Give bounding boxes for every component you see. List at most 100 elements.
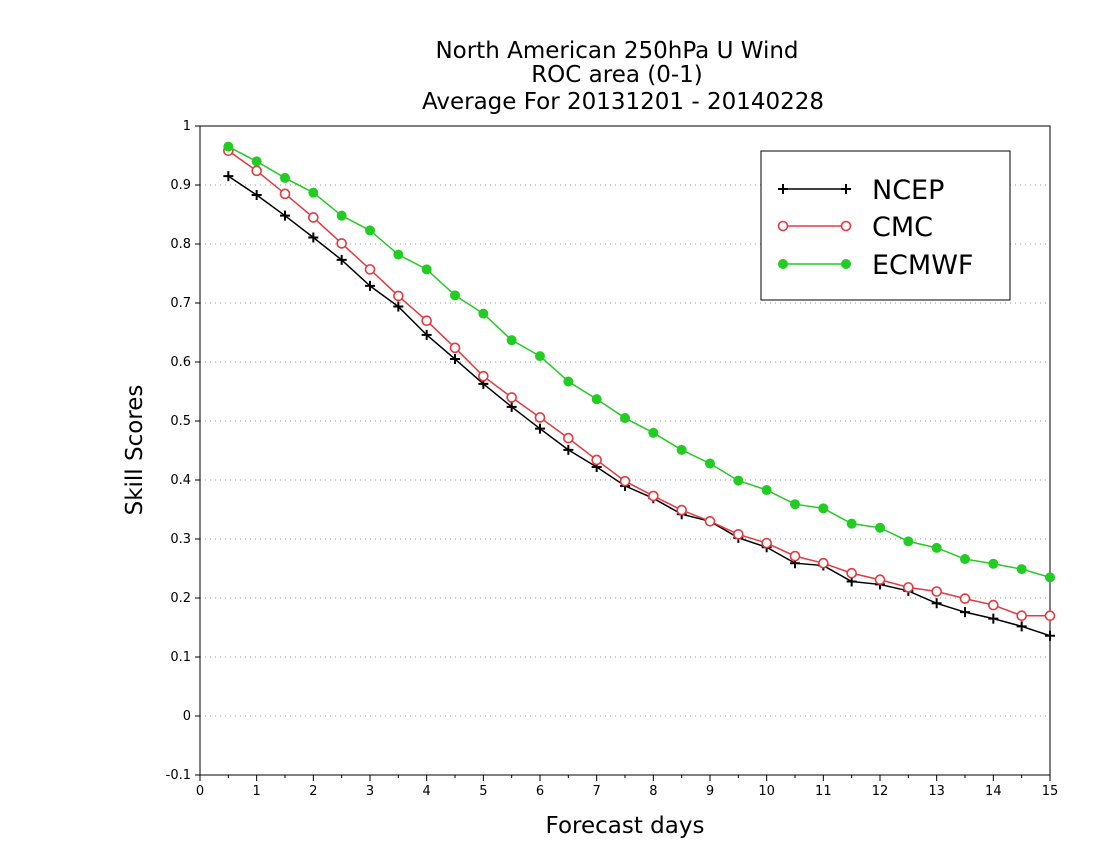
x-tick-label: 9 bbox=[706, 784, 714, 799]
series-cmc bbox=[223, 145, 1056, 622]
data-point-ncep bbox=[393, 301, 404, 312]
legend-marker bbox=[777, 220, 789, 232]
data-point-ncep bbox=[365, 280, 375, 291]
data-point-cmc bbox=[478, 370, 489, 382]
data-point-cmc bbox=[251, 165, 262, 177]
y-tick-label: 0.7 bbox=[170, 296, 191, 311]
data-point-ncep bbox=[535, 423, 545, 434]
data-point-cmc bbox=[1016, 610, 1027, 622]
y-tick-label: 0.2 bbox=[170, 591, 191, 606]
data-point-ecmwf bbox=[223, 141, 234, 152]
data-point-ecmwf bbox=[251, 156, 262, 167]
data-point-ecmwf bbox=[903, 536, 914, 547]
data-point-ecmwf bbox=[535, 351, 545, 362]
chart-title-line-2: ROC area (0-1) bbox=[531, 62, 703, 88]
x-tick-label: 1 bbox=[253, 784, 261, 799]
data-point-cmc bbox=[534, 412, 546, 423]
legend-entry-ecmwf: ECMWF bbox=[778, 250, 973, 281]
legend-marker bbox=[778, 259, 788, 269]
data-point-ncep bbox=[308, 232, 319, 243]
data-point-ecmwf bbox=[875, 522, 885, 533]
data-point-ecmwf bbox=[846, 518, 857, 529]
x-tick-label: 8 bbox=[649, 784, 657, 799]
data-point-cmc bbox=[846, 567, 857, 579]
data-point-ecmwf bbox=[705, 458, 715, 469]
data-point-cmc bbox=[506, 392, 517, 403]
data-point-cmc bbox=[393, 290, 404, 302]
legend-entry-cmc: CMC bbox=[777, 212, 933, 243]
x-tick-label: 13 bbox=[928, 784, 945, 799]
y-tick-label: 0.1 bbox=[170, 650, 191, 665]
data-point-ecmwf bbox=[620, 413, 630, 424]
x-tick-label: 12 bbox=[872, 784, 889, 799]
data-point-ecmwf bbox=[421, 264, 432, 275]
x-tick-label: 10 bbox=[758, 784, 775, 799]
data-point-ncep bbox=[251, 190, 262, 201]
y-tick-label: 1 bbox=[183, 119, 191, 134]
x-tick-label: 5 bbox=[479, 784, 487, 799]
x-tick-label: 15 bbox=[1042, 784, 1059, 799]
data-point-cmc bbox=[959, 593, 971, 604]
data-point-ncep bbox=[421, 329, 432, 340]
x-tick-label: 6 bbox=[536, 784, 544, 799]
data-point-cmc bbox=[336, 238, 347, 249]
y-tick-label: -0.1 bbox=[166, 768, 191, 783]
chart-title: North American 250hPa U Wind ROC area (0… bbox=[422, 38, 824, 115]
y-tick-label: 0.6 bbox=[170, 355, 191, 370]
data-point-cmc bbox=[449, 342, 461, 354]
legend-marker bbox=[841, 184, 851, 194]
y-tick-label: 0.8 bbox=[170, 237, 191, 252]
data-point-ecmwf bbox=[450, 290, 460, 301]
data-point-ncep bbox=[988, 613, 999, 624]
data-point-cmc bbox=[676, 504, 687, 516]
x-tick-label: 7 bbox=[593, 784, 601, 799]
x-tick-label: 3 bbox=[366, 784, 374, 799]
data-point-ecmwf bbox=[960, 554, 970, 565]
data-point-cmc bbox=[903, 582, 914, 593]
series-ecmwf bbox=[223, 141, 1055, 583]
data-point-cmc bbox=[591, 454, 602, 466]
data-point-ncep bbox=[563, 444, 574, 455]
x-axis-ticks: 0 1 2 3 4 5 6 7 8 9 10 11 12 13 14 15 bbox=[196, 775, 1058, 799]
x-tick-label: 2 bbox=[309, 784, 317, 799]
data-point-ncep bbox=[336, 254, 347, 265]
data-point-ecmwf bbox=[506, 335, 517, 346]
x-tick-label: 11 bbox=[815, 784, 832, 799]
y-tick-label: 0.9 bbox=[170, 178, 191, 193]
chart-title-line-3: Average For 20131201 - 20140228 bbox=[422, 89, 824, 115]
chart-title-line-1: North American 250hPa U Wind bbox=[435, 38, 798, 64]
data-point-ecmwf bbox=[1045, 572, 1055, 583]
data-point-ecmwf bbox=[988, 558, 999, 569]
data-point-cmc bbox=[818, 557, 829, 569]
data-point-ecmwf bbox=[790, 499, 800, 510]
data-point-ncep bbox=[960, 607, 970, 618]
data-point-ecmwf bbox=[818, 503, 829, 514]
data-point-cmc bbox=[733, 528, 744, 540]
data-point-cmc bbox=[364, 264, 376, 275]
data-point-ncep bbox=[1016, 621, 1027, 632]
data-point-ncep bbox=[506, 401, 517, 412]
y-tick-label: 0.3 bbox=[170, 532, 191, 547]
data-point-ecmwf bbox=[733, 475, 744, 486]
data-point-cmc bbox=[761, 537, 772, 549]
data-point-cmc bbox=[619, 475, 631, 487]
data-point-ecmwf bbox=[308, 187, 319, 198]
data-point-ecmwf bbox=[591, 394, 602, 405]
legend-marker bbox=[778, 184, 788, 194]
y-axis-ticks: -0.1 0 0.1 0.2 0.3 0.4 0.5 0.6 0.7 0.8 0.9 1 bbox=[166, 119, 200, 783]
data-point-ecmwf bbox=[648, 427, 659, 438]
data-point-ncep bbox=[450, 354, 460, 365]
data-point-ecmwf bbox=[280, 172, 290, 183]
data-point-ncep bbox=[280, 210, 290, 221]
legend: NCEP CMC ECMWF bbox=[760, 150, 1011, 301]
legend-marker bbox=[840, 220, 852, 232]
y-tick-label: 0 bbox=[183, 709, 191, 724]
y-tick-label: 0.4 bbox=[170, 473, 191, 488]
data-point-ncep bbox=[931, 598, 942, 609]
data-point-ecmwf bbox=[1016, 564, 1027, 575]
data-point-ncep bbox=[223, 171, 234, 182]
data-point-ecmwf bbox=[478, 308, 489, 319]
data-point-cmc bbox=[648, 490, 659, 502]
series-line-ncep bbox=[227, 175, 1051, 637]
